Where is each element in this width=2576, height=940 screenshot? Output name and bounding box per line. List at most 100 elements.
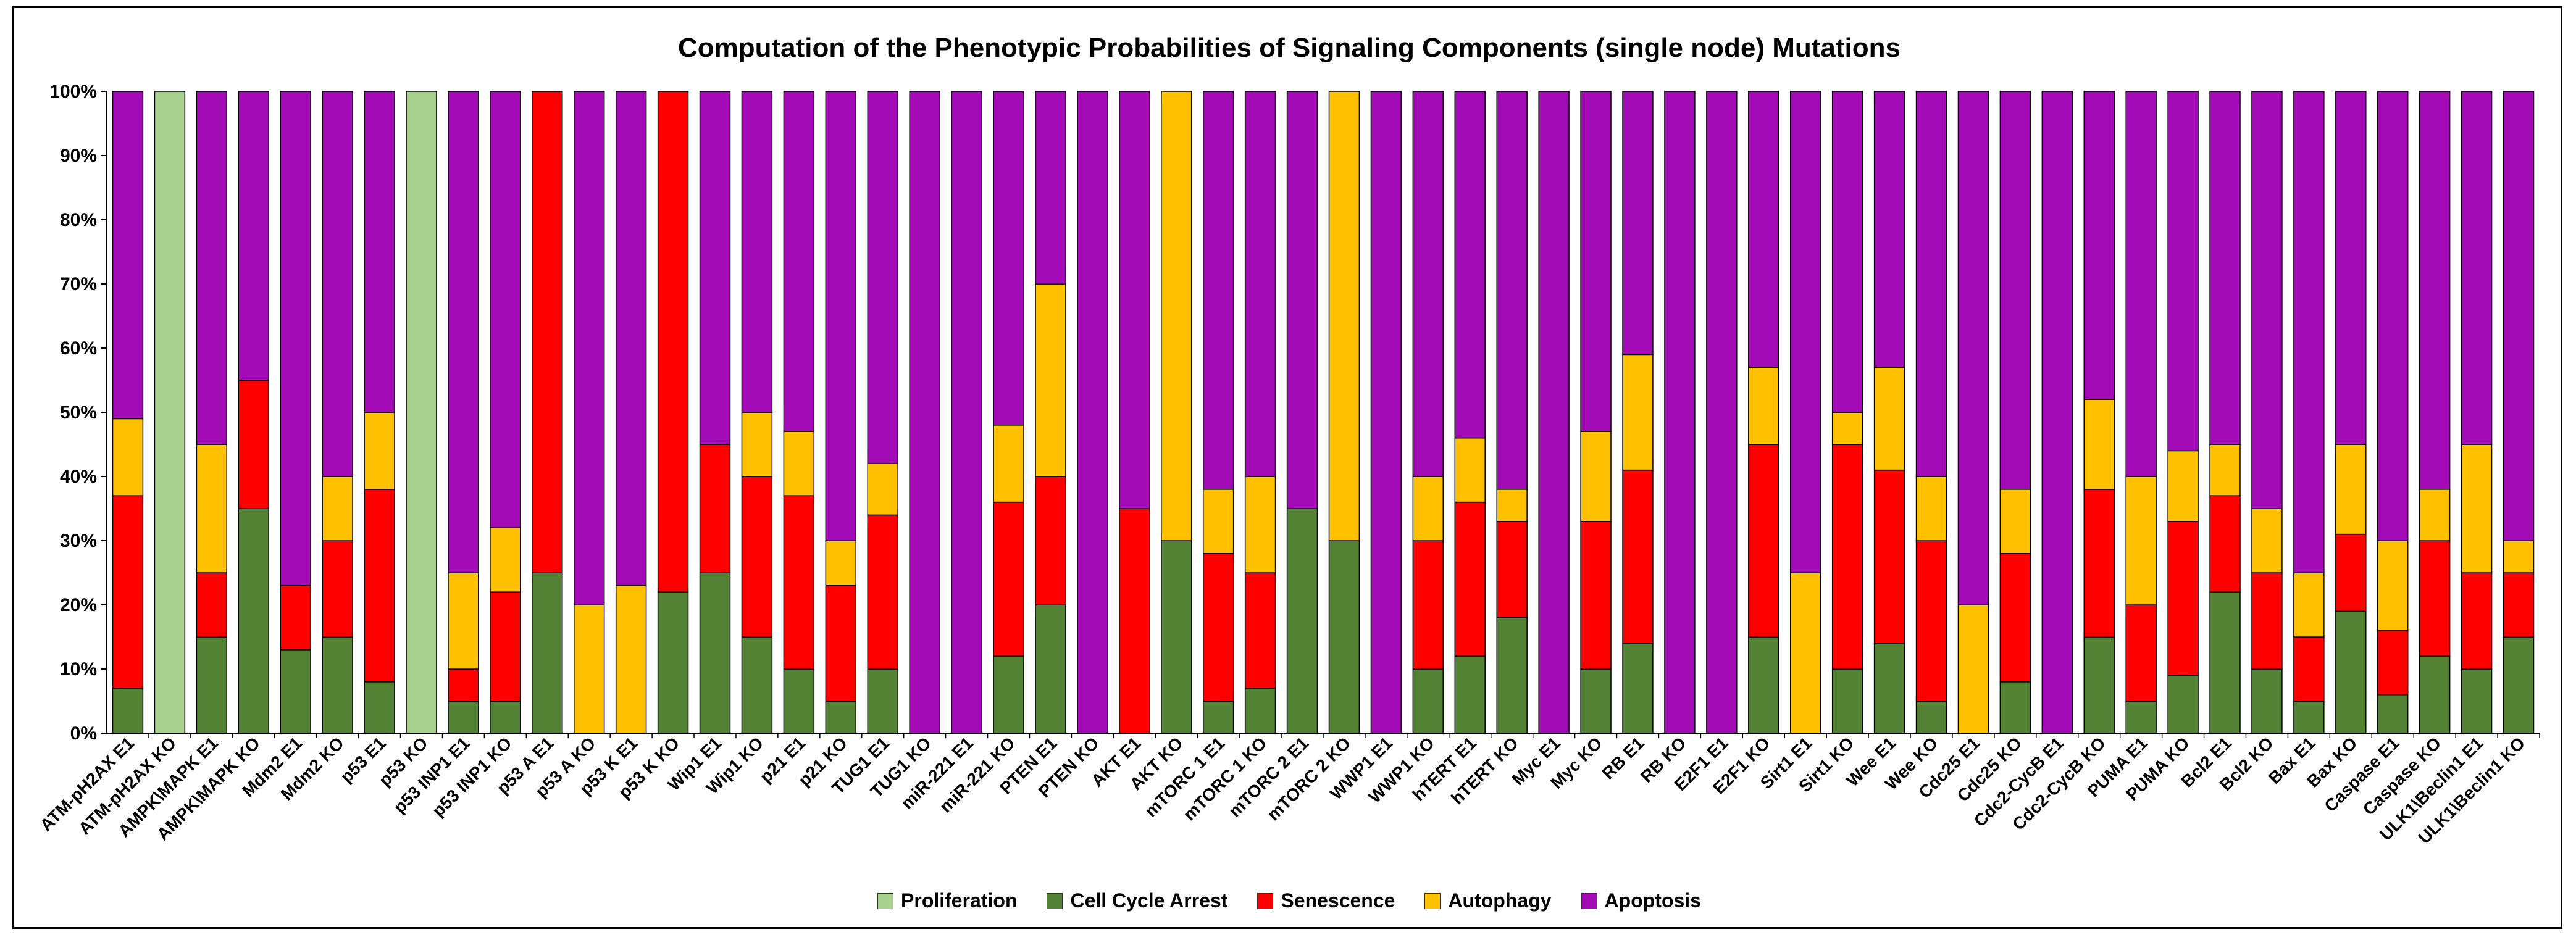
bar-segment-cell-cycle-arrest <box>993 655 1024 734</box>
bar-segment-autophagy <box>490 527 521 593</box>
bar-segment-cell-cycle-arrest <box>1035 604 1066 734</box>
chart-frame: Computation of the Phenotypic Probabilit… <box>12 6 2562 929</box>
bar-segment-cell-cycle-arrest <box>1831 668 1863 734</box>
bar-segment-autophagy <box>615 585 647 734</box>
bar-segment-apoptosis <box>1790 91 1821 573</box>
bar-segment-autophagy <box>2503 540 2535 573</box>
chart-title: Computation of the Phenotypic Probabilit… <box>678 33 1901 63</box>
bar-segment-apoptosis <box>699 91 731 445</box>
bar-segment-cell-cycle-arrest <box>1748 636 1779 734</box>
bar-segment-apoptosis <box>867 91 898 464</box>
bar-segment-apoptosis <box>2461 91 2493 445</box>
bar-segment-senescence <box>825 585 856 702</box>
bar-segment-cell-cycle-arrest <box>1412 668 1444 734</box>
bar-segment-autophagy <box>196 444 228 573</box>
bar-segment-apoptosis <box>280 91 311 586</box>
bar-segment-autophagy <box>1580 431 1612 522</box>
bar-segment-apoptosis <box>196 91 228 445</box>
bar-segment-apoptosis <box>2251 91 2283 509</box>
bar-segment-autophagy <box>2377 540 2409 631</box>
bar-segment-senescence <box>1454 501 1486 657</box>
bar-segment-apoptosis <box>238 91 269 381</box>
bar-segment-senescence <box>1831 444 1863 670</box>
bar-segment-autophagy <box>867 463 898 516</box>
legend: Proliferation Cell Cycle Arrest Senescence… <box>14 889 2564 912</box>
bar-segment-cell-cycle-arrest <box>2167 675 2199 734</box>
legend-label: Autophagy <box>1448 889 1552 912</box>
legend-swatch <box>1257 892 1274 909</box>
bar-segment-autophagy <box>1035 283 1066 477</box>
bar-segment-autophagy <box>1748 367 1779 445</box>
bar-segment-senescence <box>1622 469 1654 644</box>
bar-segment-cell-cycle-arrest <box>2125 701 2157 734</box>
bar-segment-apoptosis <box>1370 91 1402 734</box>
bar-segment-cell-cycle-arrest <box>532 572 563 734</box>
bar-segment-cell-cycle-arrest <box>1161 540 1192 734</box>
bar-segment-apoptosis <box>1915 91 1947 477</box>
bar-segment-apoptosis <box>2419 91 2451 490</box>
bar-segment-autophagy <box>783 431 815 496</box>
bar-segment-cell-cycle-arrest <box>699 572 731 734</box>
bar-segment-autophagy <box>1412 476 1444 541</box>
bar-segment-autophagy <box>1161 91 1192 541</box>
bar-segment-cell-cycle-arrest <box>1244 688 1276 734</box>
bar-segment-autophagy <box>2167 450 2199 522</box>
bar-segment-apoptosis <box>2377 91 2409 541</box>
legend-item: Apoptosis <box>1581 889 1701 912</box>
bar-segment-apoptosis <box>448 91 479 573</box>
bar-segment-apoptosis <box>1244 91 1276 477</box>
legend-label: Apoptosis <box>1604 889 1701 912</box>
bar-segment-apoptosis <box>1873 91 1905 368</box>
bar-segment-cell-cycle-arrest <box>238 508 269 734</box>
bar-segment-autophagy <box>1790 572 1821 734</box>
bar-segment-proliferation <box>154 91 186 734</box>
bar-segment-apoptosis <box>1119 91 1150 509</box>
bar-segment-cell-cycle-arrest <box>2335 610 2367 734</box>
bar-segment-senescence <box>2083 489 2115 638</box>
bar-segment-senescence <box>1873 469 1905 644</box>
bar-segment-apoptosis <box>783 91 815 432</box>
bar-segment-cell-cycle-arrest <box>2503 636 2535 734</box>
bar-segment-apoptosis <box>2209 91 2241 445</box>
legend-swatch <box>1581 892 1597 909</box>
bar-segment-apoptosis <box>2083 91 2115 400</box>
bar-segment-cell-cycle-arrest <box>280 649 311 734</box>
bar-segment-senescence <box>993 501 1024 657</box>
bar-segment-apoptosis <box>574 91 605 605</box>
bar-segment-senescence <box>196 572 228 638</box>
bar-segment-senescence <box>2377 630 2409 696</box>
bar-segment-senescence <box>490 591 521 702</box>
bar-segment-apoptosis <box>825 91 856 541</box>
bar-segment-apoptosis <box>1538 91 1570 734</box>
bar-segment-autophagy <box>112 418 144 496</box>
bar-segment-cell-cycle-arrest <box>364 681 395 734</box>
bar-segment-autophagy <box>448 572 479 670</box>
bar-segment-autophagy <box>1831 412 1863 445</box>
bar-segment-apoptosis <box>1664 91 1696 734</box>
bar-segment-apoptosis <box>1077 91 1108 734</box>
y-tick-label: 80% <box>60 210 97 230</box>
bar-segment-cell-cycle-arrest <box>322 636 353 734</box>
y-tick-label: 100% <box>49 81 97 102</box>
bar-segment-cell-cycle-arrest <box>2419 655 2451 734</box>
bar-segment-apoptosis <box>615 91 647 586</box>
bar-segment-cell-cycle-arrest <box>783 668 815 734</box>
bar-segment-autophagy <box>1622 354 1654 471</box>
bar-segment-apoptosis <box>909 91 940 734</box>
bar-segment-cell-cycle-arrest <box>112 688 144 734</box>
bar-segment-cell-cycle-arrest <box>1622 643 1654 734</box>
bar-segment-cell-cycle-arrest <box>1873 643 1905 734</box>
legend-label: Cell Cycle Arrest <box>1070 889 1228 912</box>
bar-segment-cell-cycle-arrest <box>1999 681 2031 734</box>
bar-segment-cell-cycle-arrest <box>2461 668 2493 734</box>
bar-segment-apoptosis <box>741 91 773 413</box>
bar-segment-apoptosis <box>2041 91 2073 734</box>
bar-segment-senescence <box>1915 540 1947 702</box>
bar-segment-senescence <box>322 540 353 638</box>
bar-segment-senescence <box>741 476 773 638</box>
bar-segment-autophagy <box>2419 489 2451 541</box>
bar-segment-apoptosis <box>322 91 353 477</box>
bar-segment-senescence <box>1999 553 2031 683</box>
y-tick-label: 10% <box>60 659 97 680</box>
bar-segment-cell-cycle-arrest <box>448 701 479 734</box>
